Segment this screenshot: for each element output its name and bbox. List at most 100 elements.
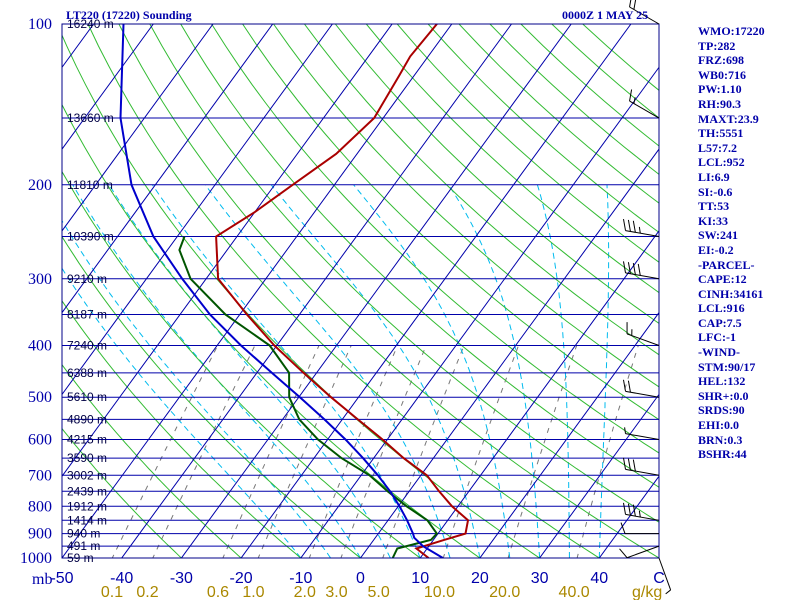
height-label: 5610 m — [67, 390, 107, 404]
pressure-tick-label: 400 — [28, 338, 52, 355]
isotherm-line — [598, 475, 659, 558]
index-row: CINH:34161 — [698, 286, 764, 301]
mixing-ratio-line — [507, 345, 578, 558]
dry-adiabat-line — [365, 24, 659, 294]
height-label: 1912 m — [67, 499, 107, 513]
isotherm-line — [300, 66, 659, 558]
index-row: -PARCEL- — [698, 257, 755, 272]
height-label: 6388 m — [67, 366, 107, 380]
wind-barb — [624, 427, 660, 441]
height-label: 1414 m — [67, 513, 107, 527]
pressure-tick-label: 1000 — [20, 550, 52, 567]
height-label: 59 m — [67, 551, 94, 565]
wind-barb — [622, 218, 660, 237]
pressure-tick-label: 300 — [28, 271, 52, 288]
height-label: 491 m — [67, 539, 100, 553]
mixing-ratio-tick-label: 0.6 — [207, 584, 229, 600]
wind-barb — [622, 379, 660, 398]
wind-barb — [658, 557, 672, 595]
mixing-ratio-line — [308, 345, 399, 558]
temperature-tick-label: 0 — [356, 570, 365, 587]
isotherm-line — [62, 24, 214, 232]
index-row: RH:90.3 — [698, 96, 741, 111]
dry-adiabat-line — [62, 363, 242, 558]
index-row: EI:-0.2 — [698, 242, 734, 257]
mixing-ratio-tick-label: 10.0 — [424, 584, 455, 600]
dry-adiabat-line — [273, 24, 659, 388]
pressure-tick-label: 800 — [28, 498, 52, 515]
height-labels: 16240 m 13660 m 11810 m 10390 m 9210 m 8187 m… — [67, 17, 114, 565]
index-row: L57:7.2 — [698, 140, 737, 155]
temperature-tick-label: C — [653, 570, 665, 587]
index-row: SRDS:90 — [698, 403, 745, 418]
dry-adiabat-line — [304, 24, 659, 356]
pressure-tick-label: 100 — [28, 16, 52, 33]
isotherm-line — [62, 24, 453, 558]
index-row: BSHR:44 — [698, 447, 747, 462]
pressure-tick-label: 600 — [28, 432, 52, 449]
temperature-axis-labels: -50 -40 -30 -20 -10 0 10 20 30 40 C — [50, 570, 664, 587]
index-row: CAP:7.5 — [698, 315, 742, 330]
index-row: STM:90/17 — [698, 359, 756, 374]
isotherm-line — [538, 393, 659, 558]
moist-adiabat-line — [151, 184, 421, 558]
dry-adiabat-line — [242, 24, 659, 421]
wind-barb — [620, 522, 659, 535]
mixing-ratio-tick-label: 0.2 — [136, 584, 158, 600]
moist-adiabat-line — [204, 184, 451, 558]
dry-adiabat-line — [118, 24, 659, 558]
height-label: 9210 m — [67, 272, 107, 286]
index-row: WMO:17220 — [698, 24, 765, 38]
mixing-ratio-tick-label: 3.0 — [325, 584, 347, 600]
temperature-tick-label: -50 — [50, 570, 73, 587]
temperature-tick-label: 20 — [471, 570, 489, 587]
moist-adiabat-line — [62, 267, 302, 558]
isotherm-line — [0, 24, 34, 569]
height-label: 8187 m — [67, 308, 107, 322]
dry-adiabat-line — [211, 24, 659, 454]
isotherm-line — [62, 24, 154, 150]
parcel-path — [119, 24, 444, 558]
index-row: LCL:916 — [698, 301, 745, 316]
isotherm-line — [180, 24, 572, 558]
height-label: 940 m — [67, 527, 100, 541]
dry-adiabat-line — [62, 34, 541, 558]
dry-adiabat-line — [62, 103, 481, 558]
mixing-ratio-axis-labels: 0.1 0.2 0.6 1.0 2.0 3.0 5.0 10.0 20.0 40.0 g/kg — [101, 584, 662, 600]
mixing-ratio-tick-label: 2.0 — [294, 584, 316, 600]
dry-adiabat-line — [334, 24, 659, 324]
index-row: EHI:0.0 — [698, 418, 740, 433]
isotherm-line — [240, 24, 632, 558]
pressure-unit-label: mb — [32, 571, 52, 588]
index-row: WB0:716 — [698, 67, 746, 82]
pressure-axis-labels: 100 200 300 400 500 600 700 800 900 1000 mb — [20, 16, 52, 588]
index-row: PW:1.10 — [698, 82, 742, 97]
chart-header-station: LT220 (17220) Sounding — [66, 8, 192, 22]
mixing-ratio-line — [111, 345, 219, 558]
index-row: LFC:-1 — [698, 330, 736, 345]
index-row: LI:6.9 — [698, 169, 730, 184]
temperature-tick-label: -20 — [230, 570, 253, 587]
temperature-profile — [215, 24, 470, 558]
dry-adiabat-line — [62, 427, 183, 558]
chart-header-time: 0000Z 1 MAY 25 — [562, 8, 648, 22]
isotherm-line — [121, 24, 512, 558]
wind-barb — [622, 261, 660, 280]
wind-barb — [622, 502, 660, 521]
mixing-ratio-tick-label: 20.0 — [489, 584, 520, 600]
index-row: SHR+:0.0 — [698, 388, 749, 403]
temperature-tick-label: -10 — [289, 570, 312, 587]
height-label: 4215 m — [67, 433, 107, 447]
isotherm-line — [62, 24, 274, 314]
dry-adiabat-line — [149, 24, 659, 523]
height-label: 2439 m — [67, 484, 107, 498]
index-row: TP:282 — [698, 38, 736, 53]
temperature-tick-label: 40 — [590, 570, 608, 587]
mixing-ratio-tick-label: 5.0 — [367, 584, 389, 600]
plot-frame — [61, 23, 660, 559]
pressure-tick-label: 200 — [28, 177, 52, 194]
index-row: LCL:952 — [698, 155, 745, 170]
wind-barb — [626, 322, 660, 346]
isotherm-line — [419, 230, 659, 558]
